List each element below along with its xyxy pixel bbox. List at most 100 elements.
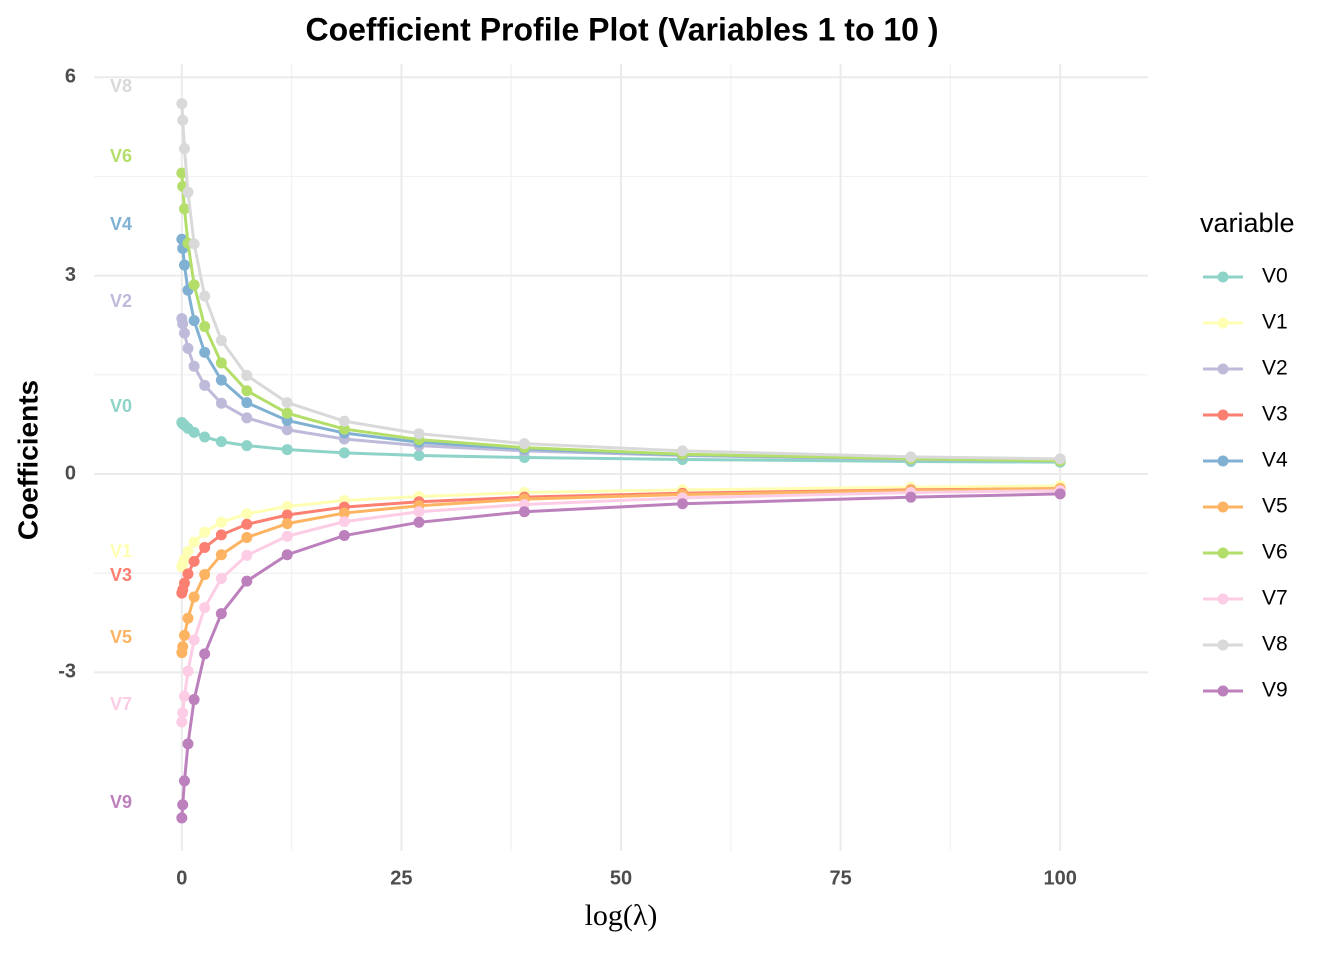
x-tick-label: 50 <box>610 867 632 889</box>
data-point <box>188 279 200 291</box>
legend-swatch-dot <box>1217 455 1229 467</box>
legend-label: V2 <box>1262 357 1288 380</box>
legend-label: V3 <box>1262 403 1288 426</box>
data-point <box>241 369 253 381</box>
series-end-label: V7 <box>110 694 132 714</box>
y-tick-label: 0 <box>65 462 76 484</box>
legend-swatch-dot <box>1217 593 1229 605</box>
data-point <box>413 506 425 518</box>
data-point <box>1054 453 1066 465</box>
series-end-label: V2 <box>110 291 132 311</box>
data-point <box>338 507 350 519</box>
legend-label: V6 <box>1262 541 1288 564</box>
legend-label: V9 <box>1262 679 1288 702</box>
y-tick-label: 6 <box>65 66 76 88</box>
data-point <box>241 397 253 409</box>
data-point <box>281 397 293 409</box>
data-point <box>281 549 293 561</box>
data-point <box>241 532 253 544</box>
data-point <box>241 412 253 424</box>
data-point <box>518 438 530 450</box>
data-point <box>177 799 189 811</box>
data-point <box>176 812 188 824</box>
data-point <box>676 445 688 457</box>
data-point <box>281 518 293 530</box>
data-point <box>188 694 200 706</box>
legend-swatch-dot <box>1217 639 1229 651</box>
data-point <box>177 114 189 126</box>
data-point <box>199 648 211 660</box>
data-point <box>182 738 194 750</box>
data-point <box>178 327 190 339</box>
data-point <box>178 259 190 271</box>
data-point <box>413 450 425 462</box>
data-point <box>241 440 253 452</box>
legend-swatch-dot <box>1217 363 1229 375</box>
data-point <box>182 568 194 580</box>
data-point <box>199 526 211 538</box>
y-tick-label: -3 <box>58 661 76 683</box>
data-point <box>199 541 211 553</box>
data-point <box>188 634 200 646</box>
legend-label: V7 <box>1262 587 1288 610</box>
legend-label: V4 <box>1262 449 1288 472</box>
legend-label: V0 <box>1262 265 1288 288</box>
data-point <box>215 529 227 541</box>
data-point <box>182 342 194 354</box>
data-point <box>178 577 190 589</box>
data-point <box>241 518 253 530</box>
data-point <box>176 716 188 728</box>
data-point <box>1054 488 1066 500</box>
data-point <box>188 360 200 372</box>
data-point <box>676 498 688 510</box>
data-point <box>188 536 200 548</box>
data-point <box>215 549 227 561</box>
data-point <box>199 569 211 581</box>
series-end-label: V1 <box>110 541 132 561</box>
y-axis-label: Coefficients <box>12 380 43 540</box>
x-tick-label: 0 <box>176 867 187 889</box>
series-end-label: V8 <box>110 76 132 96</box>
data-point <box>199 321 211 333</box>
data-point <box>178 143 190 155</box>
x-tick-label: 25 <box>390 867 412 889</box>
series-end-label: V6 <box>110 146 132 166</box>
data-point <box>199 346 211 358</box>
data-point <box>178 775 190 787</box>
data-point <box>281 444 293 456</box>
legend-swatch-dot <box>1217 501 1229 513</box>
data-point <box>241 549 253 561</box>
data-point <box>338 415 350 427</box>
data-point <box>338 530 350 542</box>
data-point <box>188 238 200 250</box>
legend-swatch-dot <box>1217 547 1229 559</box>
data-point <box>215 374 227 386</box>
data-point <box>338 516 350 528</box>
data-point <box>413 516 425 528</box>
data-point <box>215 334 227 346</box>
x-tick-label: 75 <box>829 867 851 889</box>
data-point <box>188 426 200 438</box>
series-end-label: V5 <box>110 627 132 647</box>
legend-swatch-dot <box>1217 271 1229 283</box>
data-point <box>177 641 189 653</box>
legend-title: variable <box>1200 208 1295 238</box>
data-point <box>215 357 227 369</box>
legend-label: V1 <box>1262 311 1288 334</box>
y-tick-label: 3 <box>65 264 76 286</box>
data-point <box>182 545 194 557</box>
data-point <box>281 530 293 542</box>
data-point <box>281 424 293 436</box>
data-point <box>199 379 211 391</box>
series-end-label: V4 <box>110 214 132 234</box>
data-point <box>199 602 211 614</box>
data-point <box>182 612 194 624</box>
data-point <box>182 665 194 677</box>
data-point <box>215 397 227 409</box>
data-point <box>199 431 211 443</box>
series-end-label: V0 <box>110 396 132 416</box>
data-point <box>215 436 227 448</box>
data-point <box>281 509 293 521</box>
x-axis-label: log(λ) <box>585 899 658 932</box>
